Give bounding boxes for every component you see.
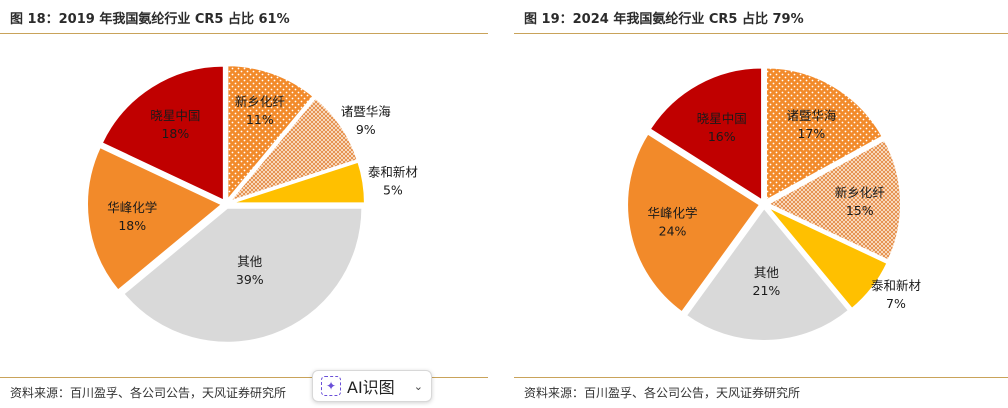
- pie-slice: [229, 160, 366, 205]
- slice-percent-label: 16%: [708, 129, 736, 144]
- slice-percent-label: 17%: [797, 126, 825, 141]
- slice-name-label: 华峰化学: [648, 205, 698, 220]
- title-divider: [0, 33, 488, 34]
- sparkle-icon: ✦: [321, 376, 341, 396]
- slice-percent-label: 11%: [246, 112, 274, 127]
- source-note: 资料来源：百川盈孚、各公司公告，天风证券研究所: [524, 386, 801, 400]
- slice-percent-label: 15%: [846, 203, 874, 218]
- slice-percent-label: 18%: [161, 126, 189, 141]
- pie-slice: [626, 132, 762, 314]
- pie-slice: [226, 64, 315, 204]
- slice-name-label: 华峰化学: [107, 200, 157, 215]
- pie-chart-2024: 诸暨华海 17% 新乡化纤 15% 泰和新材 7% 其他 21% 华峰化学 24% 晓星中国 16%: [626, 66, 921, 342]
- slice-name-label: 诸暨华海: [341, 104, 392, 119]
- pie-slice: [121, 206, 364, 344]
- source-divider: [514, 377, 1008, 378]
- figure-title: 图 19：2024 年我国氨纶行业 CR5 占比 79%: [524, 12, 804, 27]
- slice-percent-label: 9%: [356, 122, 376, 137]
- slice-percent-label: 21%: [753, 283, 781, 298]
- slice-name-label: 诸暨华海: [786, 108, 837, 123]
- slice-name-label: 晓星中国: [697, 111, 747, 126]
- slice-name-label: 其他: [754, 265, 780, 280]
- pie-slice: [766, 205, 889, 311]
- pie-slice: [765, 138, 902, 262]
- slice-name-label: 晓星中国: [150, 108, 200, 123]
- pie-slice: [648, 66, 764, 203]
- pie-slice: [100, 64, 225, 203]
- slice-percent-label: 7%: [886, 296, 906, 311]
- slice-name-label: 新乡化纤: [235, 94, 286, 109]
- pie-slice: [226, 96, 359, 204]
- source-divider: [0, 377, 488, 378]
- source-note: 资料来源：百川盈孚、各公司公告，天风证券研究所: [10, 386, 287, 400]
- pie-slice: [765, 66, 884, 203]
- slice-name-label: 泰和新材: [871, 278, 921, 293]
- slice-percent-label: 5%: [383, 183, 403, 198]
- ai-image-recognition-button[interactable]: ✦ AI识图 ⌄: [312, 370, 432, 402]
- chevron-down-icon: ⌄: [413, 379, 423, 393]
- pie-chart-2019: 新乡化纤 11% 诸暨华海 9% 泰和新材 5% 其他 39% 华峰化学 18% 晓星中国 18%: [86, 64, 418, 344]
- slice-percent-label: 18%: [118, 218, 146, 233]
- figure-19-panel: 图 19：2024 年我国氨纶行业 CR5 占比 79% 诸暨华海 17% 新乡化纤…: [514, 0, 1008, 408]
- slice-percent-label: 39%: [236, 272, 264, 287]
- pie-slice: [684, 206, 851, 342]
- slice-name-label: 新乡化纤: [835, 185, 886, 200]
- slice-name-label: 泰和新材: [368, 165, 418, 180]
- ai-button-label: AI识图: [347, 378, 395, 397]
- pie-slice: [86, 145, 224, 292]
- title-divider: [514, 33, 1008, 34]
- slice-name-label: 其他: [237, 254, 263, 269]
- slice-percent-label: 24%: [659, 223, 687, 238]
- figure-18-panel: 图 18：2019 年我国氨纶行业 CR5 占比 61% 新乡化纤 11% 诸暨华海…: [0, 0, 488, 408]
- figure-title: 图 18：2019 年我国氨纶行业 CR5 占比 61%: [10, 12, 290, 27]
